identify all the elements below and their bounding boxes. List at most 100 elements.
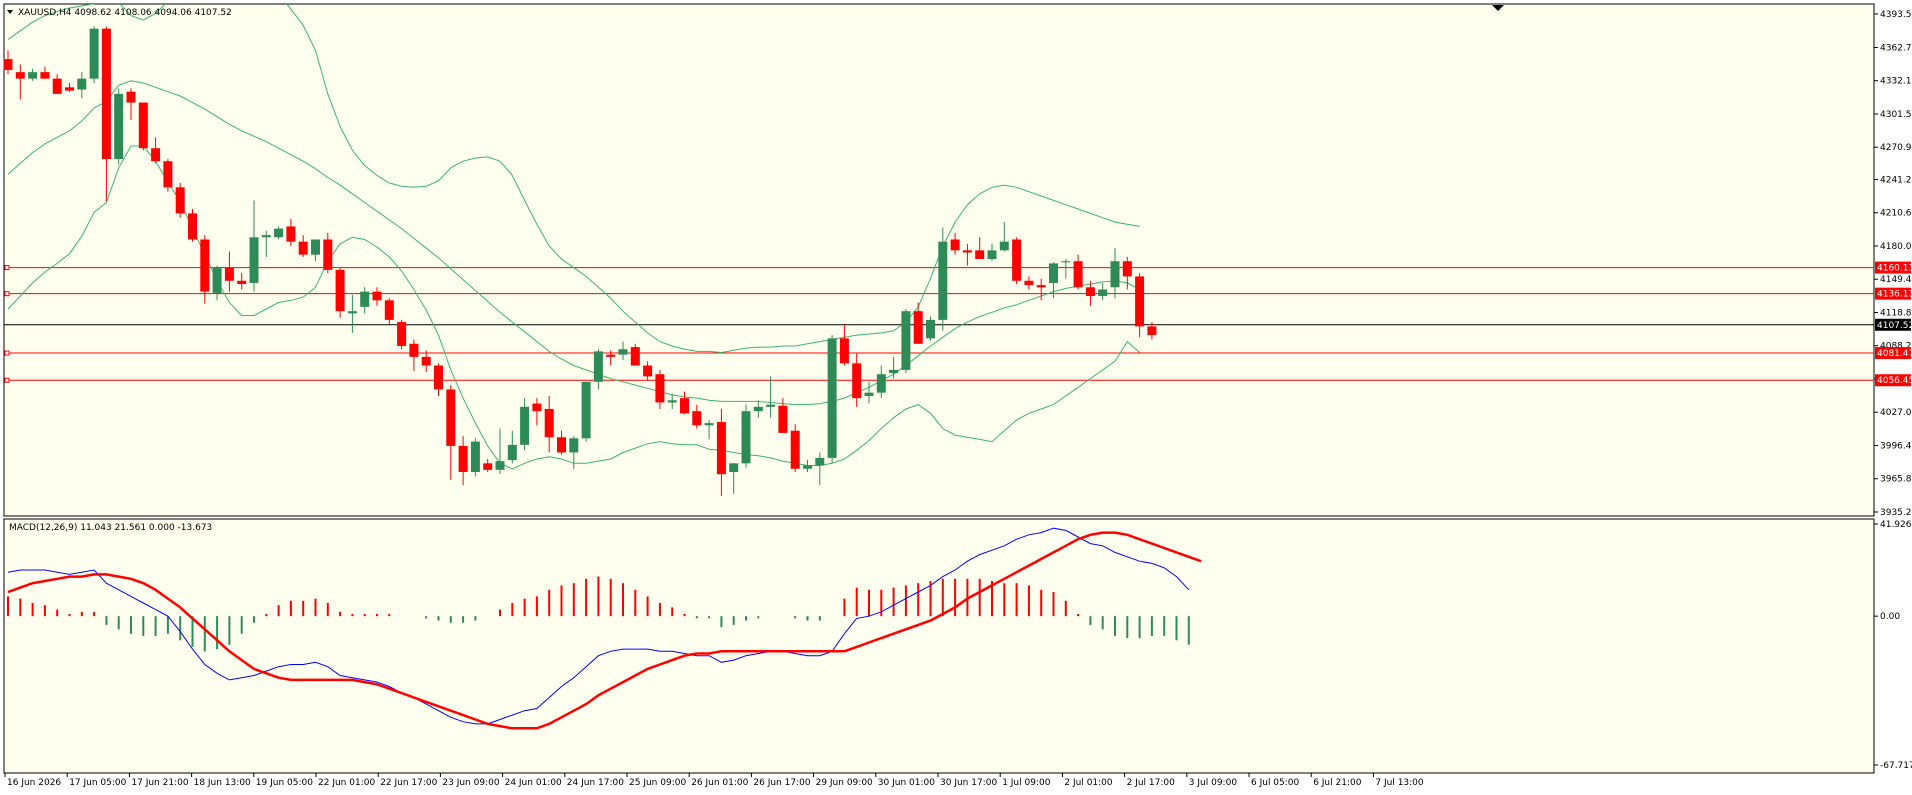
macd-histogram bbox=[7, 576, 1190, 652]
candle-body bbox=[212, 267, 222, 294]
candle-body bbox=[323, 239, 333, 270]
price-level-label: 4081.47 bbox=[1877, 349, 1912, 359]
price-tick-label: 4301.50 bbox=[1880, 110, 1912, 120]
candle-body bbox=[335, 269, 345, 312]
time-tick-label: 25 Jun 09:00 bbox=[629, 778, 686, 788]
candle-body bbox=[790, 430, 800, 469]
candle-body bbox=[384, 300, 394, 320]
time-tick-label: 6 Jul 05:00 bbox=[1251, 778, 1300, 788]
macd-pane[interactable] bbox=[3, 518, 1875, 774]
symbol-menu-arrow-icon[interactable] bbox=[7, 10, 13, 14]
candle-body bbox=[913, 311, 923, 344]
macd-tick-label: 0.00 bbox=[1880, 612, 1900, 622]
macd-header: MACD(12,26,9) 11.043 21.561 0.000 -13.67… bbox=[9, 523, 212, 533]
candle-body bbox=[618, 349, 628, 355]
price-level-handle bbox=[4, 265, 10, 271]
candle-body bbox=[544, 408, 554, 438]
candle-body bbox=[704, 423, 714, 426]
candle-body bbox=[1135, 276, 1145, 327]
price-tick-label: 4118.80 bbox=[1880, 308, 1912, 318]
time-tick-label: 24 Jun 01:00 bbox=[505, 778, 562, 788]
time-tick-label: 6 Jul 21:00 bbox=[1313, 778, 1362, 788]
time-tick-label: 24 Jun 17:00 bbox=[567, 778, 624, 788]
candle-body bbox=[593, 351, 603, 382]
candle-body bbox=[815, 457, 825, 466]
candle-body bbox=[151, 148, 161, 162]
candle-body bbox=[138, 102, 148, 149]
price-level-handle bbox=[4, 350, 10, 356]
candle-body bbox=[667, 400, 677, 403]
chart-shift-marker-icon[interactable] bbox=[1492, 5, 1504, 11]
time-tick-label: 18 Jun 13:00 bbox=[194, 778, 251, 788]
candle-body bbox=[975, 250, 985, 260]
macd-line bbox=[7, 527, 1190, 725]
candle-body bbox=[311, 239, 320, 255]
candle-body bbox=[15, 72, 25, 79]
current-price-label: 4107.52 bbox=[1877, 321, 1912, 331]
price-level-label: 4056.45 bbox=[1877, 376, 1912, 386]
current-price-tag bbox=[1875, 318, 1911, 331]
price-level-tag bbox=[1875, 261, 1911, 274]
candle-body bbox=[1036, 285, 1046, 288]
time-tick-label: 17 Jun 05:00 bbox=[69, 778, 126, 788]
time-tick-label: 26 Jun 01:00 bbox=[691, 778, 748, 788]
candle-body bbox=[483, 463, 493, 470]
candle-body bbox=[434, 365, 443, 390]
candle-body bbox=[397, 322, 407, 346]
candle-body bbox=[1012, 239, 1022, 281]
time-tick-label: 26 Jun 17:00 bbox=[753, 778, 810, 788]
candle-body bbox=[569, 438, 579, 453]
price-tick-label: 3935.20 bbox=[1880, 508, 1912, 518]
macd-tick-label: -67.717 bbox=[1880, 761, 1912, 771]
candle-body bbox=[101, 28, 111, 160]
price-level-tag bbox=[1875, 347, 1911, 360]
candle-body bbox=[261, 235, 271, 238]
candle-body bbox=[286, 226, 296, 242]
symbol-header: XAUUSD,H4 4098.62 4108.06 4094.06 4107.5… bbox=[18, 8, 232, 18]
candle-body bbox=[926, 319, 935, 339]
macd-axis[interactable]: 41.926 0.00 -67.717 bbox=[1874, 520, 1912, 771]
candle-body bbox=[999, 241, 1009, 251]
candle-body bbox=[163, 161, 173, 188]
time-tick-label: 22 Jun 17:00 bbox=[380, 778, 437, 788]
price-tick-label: 3996.40 bbox=[1880, 441, 1912, 451]
candle-body bbox=[864, 392, 874, 396]
candle-body bbox=[188, 213, 197, 240]
candle-body bbox=[827, 338, 837, 458]
candlesticks bbox=[3, 26, 1157, 496]
candle-body bbox=[1024, 280, 1034, 286]
time-tick-label: 16 Jun 2026 bbox=[7, 778, 61, 788]
candle-body bbox=[298, 241, 308, 255]
candle-body bbox=[520, 406, 530, 445]
candle-body bbox=[126, 91, 136, 103]
bollinger-upper-band bbox=[7, 4, 1140, 354]
signal-line bbox=[7, 531, 1202, 730]
candle-body bbox=[581, 381, 591, 439]
price-tick-label: 4241.20 bbox=[1880, 175, 1912, 185]
price-level-handle bbox=[4, 377, 10, 383]
candle-body bbox=[962, 250, 972, 253]
candle-body bbox=[778, 405, 788, 433]
candle-body bbox=[1085, 287, 1095, 296]
candle-body bbox=[77, 78, 87, 90]
time-tick-label: 30 Jun 17:00 bbox=[940, 778, 997, 788]
candle-body bbox=[65, 87, 74, 91]
candle-body bbox=[876, 374, 886, 393]
bollinger-middle-band bbox=[7, 80, 1140, 406]
candle-body bbox=[557, 437, 566, 453]
price-tick-label: 4088.20 bbox=[1880, 342, 1912, 352]
candle-body bbox=[360, 291, 370, 307]
time-tick-label: 29 Jun 09:00 bbox=[816, 778, 873, 788]
candle-body bbox=[987, 250, 997, 260]
price-tick-label: 4210.60 bbox=[1880, 209, 1912, 219]
candle-body bbox=[606, 354, 616, 357]
candle-body bbox=[1122, 261, 1132, 277]
candle-body bbox=[938, 241, 948, 320]
candle-body bbox=[1147, 326, 1157, 336]
candle-body bbox=[889, 369, 899, 374]
time-axis[interactable]: 16 Jun 2026 17 Jun 05:00 17 Jun 21:00 18 Ju… bbox=[4, 773, 1424, 788]
candle-body bbox=[40, 72, 50, 79]
candle-body bbox=[1073, 261, 1083, 288]
candle-body bbox=[1098, 289, 1108, 296]
